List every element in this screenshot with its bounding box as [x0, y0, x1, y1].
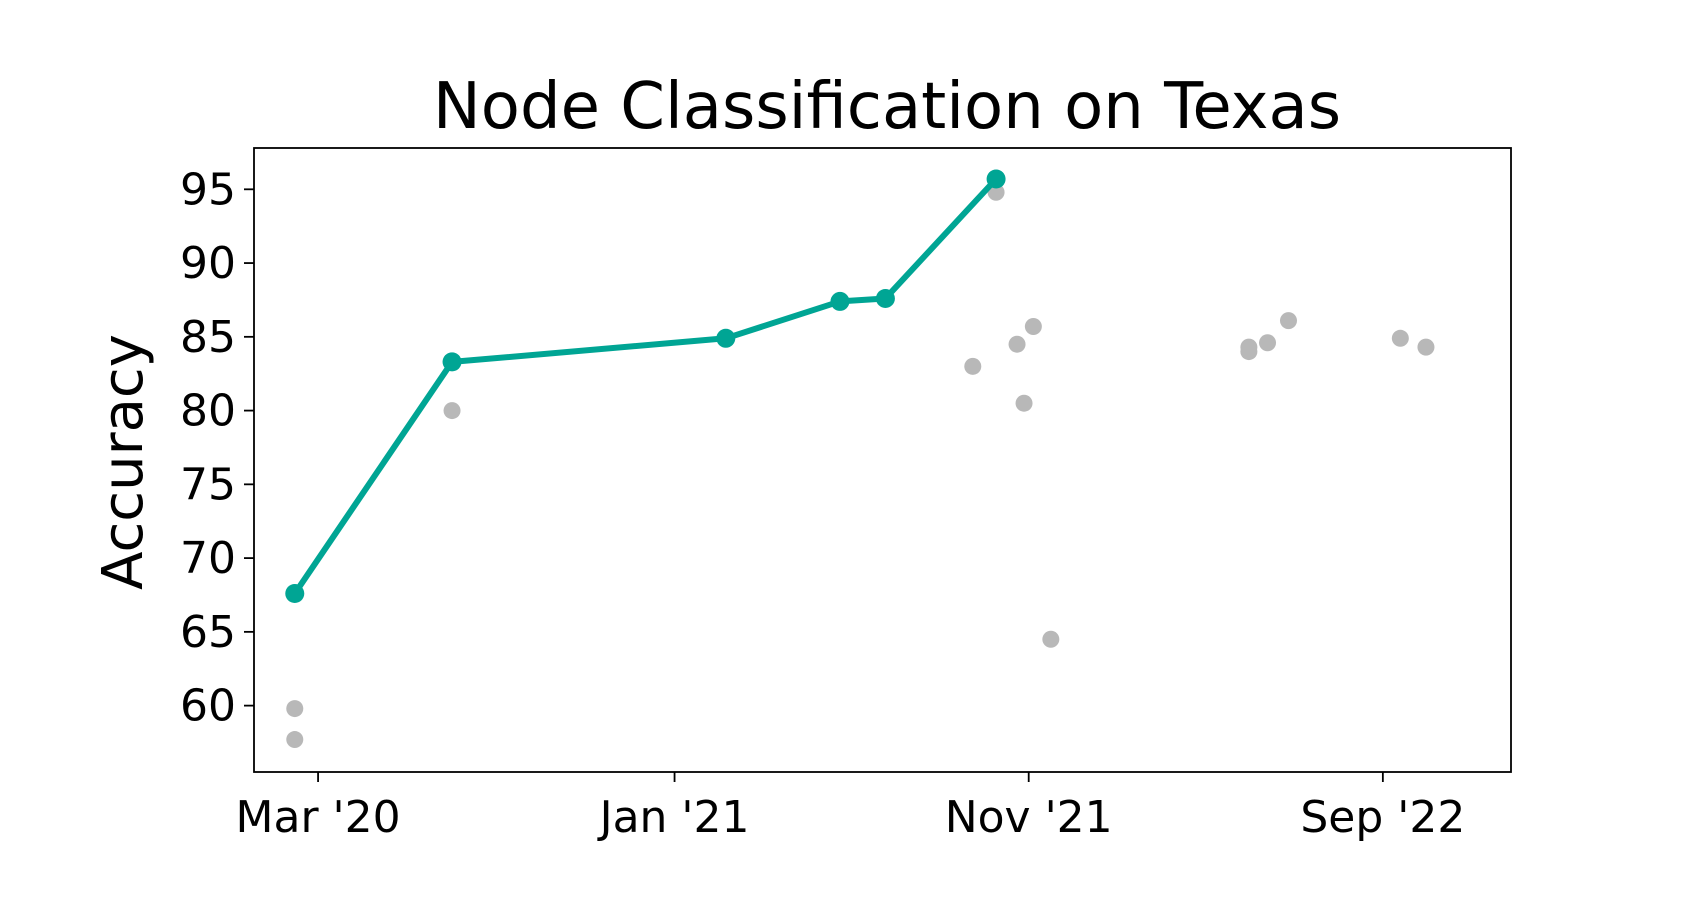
x-tick-label: Sep '22: [1300, 792, 1465, 843]
data-marks: [285, 169, 1435, 749]
chart-title: Node Classification on Texas: [433, 70, 1341, 144]
sota-point: [875, 288, 895, 308]
sota-point: [986, 169, 1006, 189]
y-tick-label: 95: [180, 164, 236, 215]
scatter-point: [443, 402, 461, 420]
scatter-point: [1042, 630, 1060, 648]
x-tick-label: Mar '20: [236, 792, 401, 843]
x-tick-label: Jan '21: [597, 792, 750, 843]
scatter-point: [1024, 317, 1042, 335]
y-tick-label: 85: [180, 312, 236, 363]
sota-line: [291, 175, 1000, 597]
scatter-point: [1015, 394, 1033, 412]
y-tick-label: 70: [180, 533, 236, 584]
scatter-point: [1240, 343, 1258, 361]
y-tick-label: 60: [180, 681, 236, 732]
scatter-point: [1391, 329, 1409, 347]
scatter-point: [286, 731, 304, 749]
scatter-point: [1279, 312, 1297, 330]
y-tick-label: 90: [180, 238, 236, 289]
scatter-point: [987, 183, 1005, 201]
sota-point: [830, 291, 850, 311]
sota-point: [716, 328, 736, 348]
y-tick-label: 75: [180, 459, 236, 510]
x-tick-label: Nov '21: [945, 792, 1113, 843]
y-tick-label: 80: [180, 386, 236, 437]
scatter-point: [286, 700, 304, 718]
scatter-point: [1417, 338, 1435, 356]
scatter-point: [1259, 334, 1277, 352]
sota-point: [285, 584, 305, 604]
y-axis-label: Accuracy: [91, 334, 156, 590]
scatter-point: [1008, 335, 1026, 353]
y-tick-label: 65: [180, 607, 236, 658]
axes: 60 65 70 75 80 85 90 95 Mar '20 Jan '21 Nov '21 Sep…: [180, 164, 1465, 843]
sota-point: [442, 352, 462, 372]
plot-frame: [253, 147, 1512, 773]
scatter-point: [964, 357, 982, 375]
